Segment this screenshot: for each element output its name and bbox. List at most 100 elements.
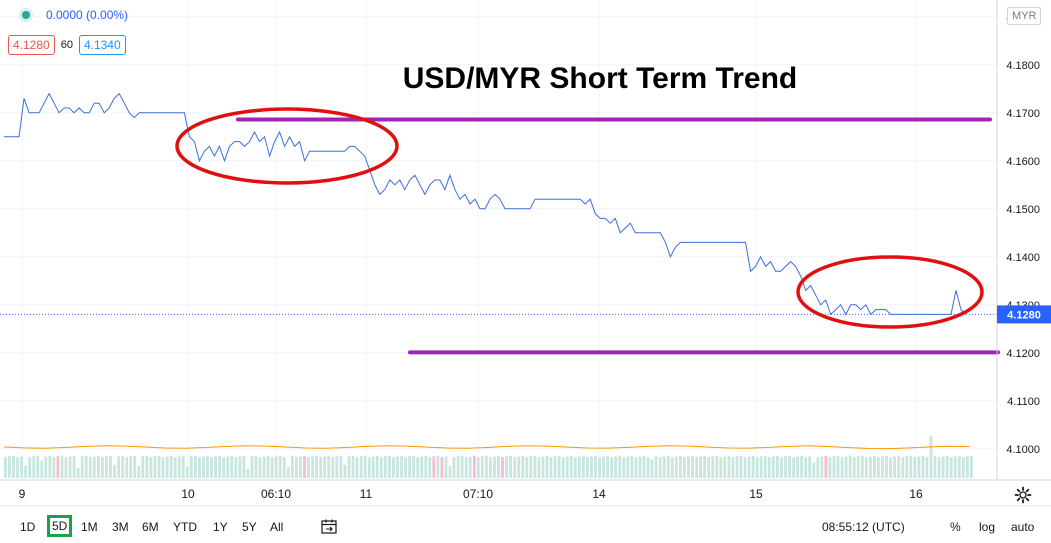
- volume-bar: [541, 456, 545, 478]
- volume-bar: [966, 456, 969, 478]
- volume-bar: [638, 456, 642, 478]
- volume-bar: [573, 457, 577, 478]
- auto-toggle[interactable]: auto: [1011, 520, 1035, 534]
- range-6m[interactable]: 6M: [142, 520, 159, 534]
- volume-bar: [480, 456, 484, 478]
- volume-bar: [743, 457, 747, 478]
- volume-bar: [16, 457, 19, 478]
- volume-bar: [456, 456, 460, 478]
- volume-bar: [420, 456, 424, 478]
- range-all[interactable]: All: [270, 520, 284, 534]
- market-open-icon: [22, 11, 30, 19]
- date-range-icon[interactable]: [320, 519, 338, 535]
- volume-bar: [877, 457, 880, 478]
- volume-bar: [432, 456, 436, 478]
- last-price-badge: [997, 305, 1051, 324]
- volume-bar: [468, 456, 472, 478]
- volume-bar: [626, 456, 630, 478]
- volume-bar: [323, 456, 327, 478]
- volume-bar: [121, 455, 124, 478]
- y-tick-label: 4.1200: [1006, 348, 1040, 360]
- volume-bar: [553, 456, 557, 478]
- price-axis[interactable]: 4.19004.18004.17004.16004.15004.14004.13…: [0, 0, 1051, 507]
- volume-bar: [157, 455, 161, 478]
- range-5d[interactable]: 5D: [47, 515, 73, 537]
- volume-bar: [222, 457, 226, 478]
- volume-bar: [161, 457, 165, 478]
- volume-bar: [913, 457, 917, 478]
- volume-bar: [80, 456, 84, 478]
- volume-bar: [856, 456, 860, 478]
- volume-bar: [517, 456, 521, 478]
- volume-bar: [715, 455, 719, 478]
- volume-bar: [52, 457, 56, 478]
- volume-bar: [129, 456, 133, 478]
- volume-bar: [800, 455, 803, 478]
- ask-price[interactable]: 4.1340: [78, 35, 126, 55]
- range-1d[interactable]: 1D: [20, 520, 36, 534]
- range-1m[interactable]: 1M: [81, 520, 98, 534]
- log-toggle[interactable]: log: [979, 520, 996, 534]
- volume-bar: [464, 457, 468, 478]
- volume-bar: [355, 457, 359, 478]
- settings-gear-icon[interactable]: [1014, 486, 1032, 504]
- volume-bar: [513, 457, 517, 478]
- volume-bar: [489, 457, 492, 478]
- volume-bar: [428, 457, 432, 478]
- volume-bar: [970, 455, 973, 478]
- volume-bar: [893, 456, 896, 478]
- volume-bars: [4, 436, 973, 478]
- utc-clock[interactable]: 08:55:12 (UTC): [822, 520, 905, 534]
- volume-bar: [509, 455, 512, 478]
- volume-bar: [658, 457, 662, 478]
- volume-bar: [92, 456, 96, 478]
- range-3m[interactable]: 3M: [112, 520, 129, 534]
- volume-bar: [501, 457, 504, 478]
- volume-bar: [735, 456, 739, 478]
- volume-bar: [101, 457, 104, 478]
- range-5y[interactable]: 5Y: [242, 520, 257, 534]
- volume-bar: [945, 455, 949, 478]
- last-price-label: 4.1280: [1007, 309, 1041, 321]
- time-axis[interactable]: 9 10 06:10 11 07:10 14 15 16: [19, 487, 923, 501]
- symbol-change: 0.0000 (0.00%): [8, 8, 128, 22]
- volume-bar: [440, 457, 444, 478]
- volume-bar: [860, 455, 864, 478]
- volume-bar: [137, 465, 141, 478]
- volume-bar: [436, 455, 440, 478]
- volume-bar: [12, 455, 15, 478]
- y-tick-label: 4.1600: [1006, 156, 1040, 168]
- volume-bar: [343, 464, 347, 478]
- volume-bar: [703, 455, 706, 478]
- volume-bar: [331, 457, 335, 478]
- percent-toggle[interactable]: %: [950, 520, 961, 534]
- volume-bar: [642, 455, 646, 478]
- chart-title: USD/MYR Short Term Trend: [403, 62, 797, 95]
- volume-bar: [153, 456, 157, 478]
- volume-bar: [557, 455, 561, 478]
- volume-bar: [40, 460, 44, 478]
- volume-bar: [921, 455, 925, 478]
- volume-bar: [796, 456, 799, 478]
- range-ytd[interactable]: YTD: [173, 520, 197, 534]
- volume-bar: [897, 455, 900, 478]
- volume-bar: [618, 455, 622, 478]
- volume-bar: [424, 455, 428, 478]
- volume-bar: [117, 456, 120, 478]
- volume-bar: [683, 457, 686, 478]
- highlight-ellipse-left: [175, 107, 399, 185]
- volume-bar: [303, 455, 306, 478]
- currency-badge[interactable]: MYR: [1007, 7, 1042, 25]
- range-1y[interactable]: 1Y: [213, 520, 228, 534]
- volume-bar: [396, 456, 399, 478]
- volume-bar: [804, 457, 808, 478]
- volume-bar: [274, 456, 278, 478]
- volume-bar: [529, 456, 533, 478]
- volume-moving-average: [3, 445, 971, 450]
- volume-bar: [949, 457, 953, 478]
- bid-price[interactable]: 4.1280: [8, 35, 55, 55]
- volume-bar: [214, 456, 217, 478]
- volume-bar: [836, 455, 840, 478]
- volume-bar: [262, 456, 266, 478]
